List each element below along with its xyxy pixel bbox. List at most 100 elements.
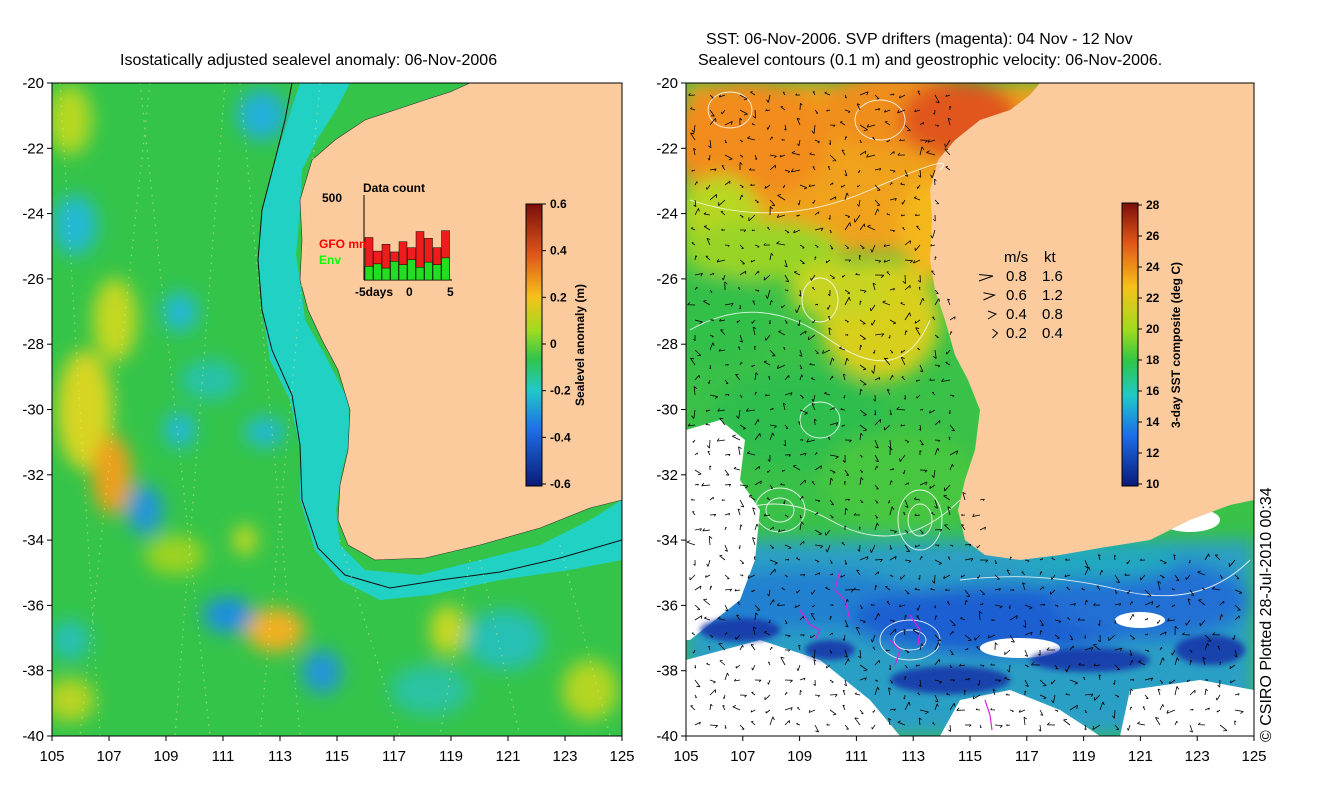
velocity-arrow xyxy=(799,259,805,265)
velocity-arrow xyxy=(1024,631,1033,636)
inset-ymax-label: 500 xyxy=(322,191,342,205)
inset-bar-env xyxy=(407,259,416,281)
velocity-arrow xyxy=(1234,589,1243,595)
velocity-arrow xyxy=(1024,649,1029,657)
velocity-arrow xyxy=(814,418,817,426)
velocity-legend-ms-value: 0.4 xyxy=(1006,306,1027,323)
velocity-arrow xyxy=(745,407,756,412)
velocity-arrow xyxy=(739,270,747,276)
velocity-arrow xyxy=(829,573,834,576)
velocity-arrow xyxy=(706,559,711,567)
right-colorbar-tick-label: 28 xyxy=(1146,198,1160,212)
velocity-arrow xyxy=(903,694,906,700)
velocity-arrow xyxy=(1084,599,1088,606)
velocity-arrow xyxy=(1234,574,1240,580)
velocity-arrow xyxy=(1197,570,1206,576)
velocity-arrow xyxy=(1159,679,1164,684)
velocity-arrow xyxy=(798,289,802,297)
velocity-arrow xyxy=(784,634,791,638)
left-lat-tick-label: -40 xyxy=(22,728,44,745)
velocity-arrow xyxy=(709,319,714,322)
velocity-arrow xyxy=(949,631,954,636)
velocity-arrow xyxy=(721,109,726,115)
velocity-arrow xyxy=(844,649,848,658)
velocity-arrow xyxy=(914,319,921,324)
velocity-arrow xyxy=(814,544,824,549)
right-lon-tick-label: 107 xyxy=(730,748,755,765)
velocity-arrow xyxy=(1050,574,1056,580)
inset-bar-env xyxy=(381,267,391,281)
velocity-arrow xyxy=(1114,619,1117,624)
velocity-arrow xyxy=(754,154,758,160)
velocity-arrow xyxy=(1039,586,1044,591)
velocity-arrow xyxy=(769,424,777,429)
velocity-arrow xyxy=(844,94,847,99)
velocity-arrow xyxy=(1144,589,1152,597)
right-colorbar-tick-label: 20 xyxy=(1146,322,1160,336)
velocity-arrow xyxy=(694,483,699,486)
velocity-arrow xyxy=(932,722,936,726)
right-lon-tick-label: 105 xyxy=(673,748,698,765)
velocity-arrow xyxy=(944,139,951,148)
velocity-arrow xyxy=(754,270,760,276)
velocity-arrow xyxy=(739,194,744,201)
velocity-arrow xyxy=(859,334,866,340)
velocity-arrow xyxy=(934,289,939,295)
velocity-arrow xyxy=(888,718,892,726)
velocity-arrow xyxy=(884,585,891,591)
velocity-arrow xyxy=(825,544,831,553)
velocity-arrow xyxy=(929,409,936,414)
right-lat-tick-label: -32 xyxy=(656,467,678,484)
right-lon-tick-label: 121 xyxy=(1128,748,1153,765)
velocity-arrow xyxy=(754,679,762,683)
left-colorbar-tick-label: 0.2 xyxy=(550,290,567,304)
velocity-arrow xyxy=(866,123,876,128)
velocity-arrow xyxy=(1174,574,1180,582)
velocity-arrow xyxy=(1083,676,1086,681)
velocity-arrow xyxy=(812,166,816,171)
velocity-arrow xyxy=(874,454,879,463)
velocity-arrow xyxy=(874,419,881,426)
left-lat-tick-label: -20 xyxy=(22,75,44,92)
velocity-arrow xyxy=(810,274,816,281)
velocity-arrow xyxy=(797,707,801,711)
velocity-arrow xyxy=(949,544,954,547)
velocity-arrow xyxy=(858,526,861,531)
velocity-arrow xyxy=(904,559,912,563)
velocity-arrow xyxy=(844,439,852,443)
velocity-arrow xyxy=(776,241,786,246)
velocity-arrow xyxy=(763,274,771,281)
velocity-arrow xyxy=(703,598,711,606)
velocity-arrow xyxy=(751,589,756,593)
velocity-arrow xyxy=(792,464,801,471)
velocity-arrow xyxy=(829,477,834,486)
velocity-arrow xyxy=(826,304,831,310)
velocity-arrow xyxy=(799,452,807,456)
velocity-arrow xyxy=(947,506,952,516)
velocity-arrow xyxy=(1008,604,1011,609)
velocity-arrow xyxy=(889,229,896,233)
velocity-arrow xyxy=(1159,657,1165,666)
velocity-arrow xyxy=(811,377,816,381)
velocity-arrow xyxy=(874,559,883,563)
right-map-title-line2: Sealevel contours (0.1 m) and geostrophi… xyxy=(698,52,1163,69)
velocity-arrow xyxy=(1084,724,1087,731)
velocity-arrow xyxy=(904,649,910,654)
velocity-arrow xyxy=(709,194,717,201)
velocity-arrow xyxy=(1140,574,1146,581)
velocity-arrow xyxy=(886,389,891,396)
velocity-arrow xyxy=(709,634,714,638)
velocity-arrow xyxy=(918,574,921,580)
velocity-arrow xyxy=(859,424,868,432)
velocity-arrow xyxy=(811,481,816,486)
velocity-arrow xyxy=(709,585,713,591)
velocity-arrow xyxy=(766,124,771,130)
velocity-arrow xyxy=(799,574,806,577)
velocity-arrow xyxy=(904,701,911,711)
velocity-arrow xyxy=(1114,603,1122,606)
velocity-arrow xyxy=(829,514,834,519)
velocity-arrow xyxy=(752,300,756,306)
velocity-arrow xyxy=(874,439,879,449)
velocity-arrow xyxy=(874,612,880,621)
